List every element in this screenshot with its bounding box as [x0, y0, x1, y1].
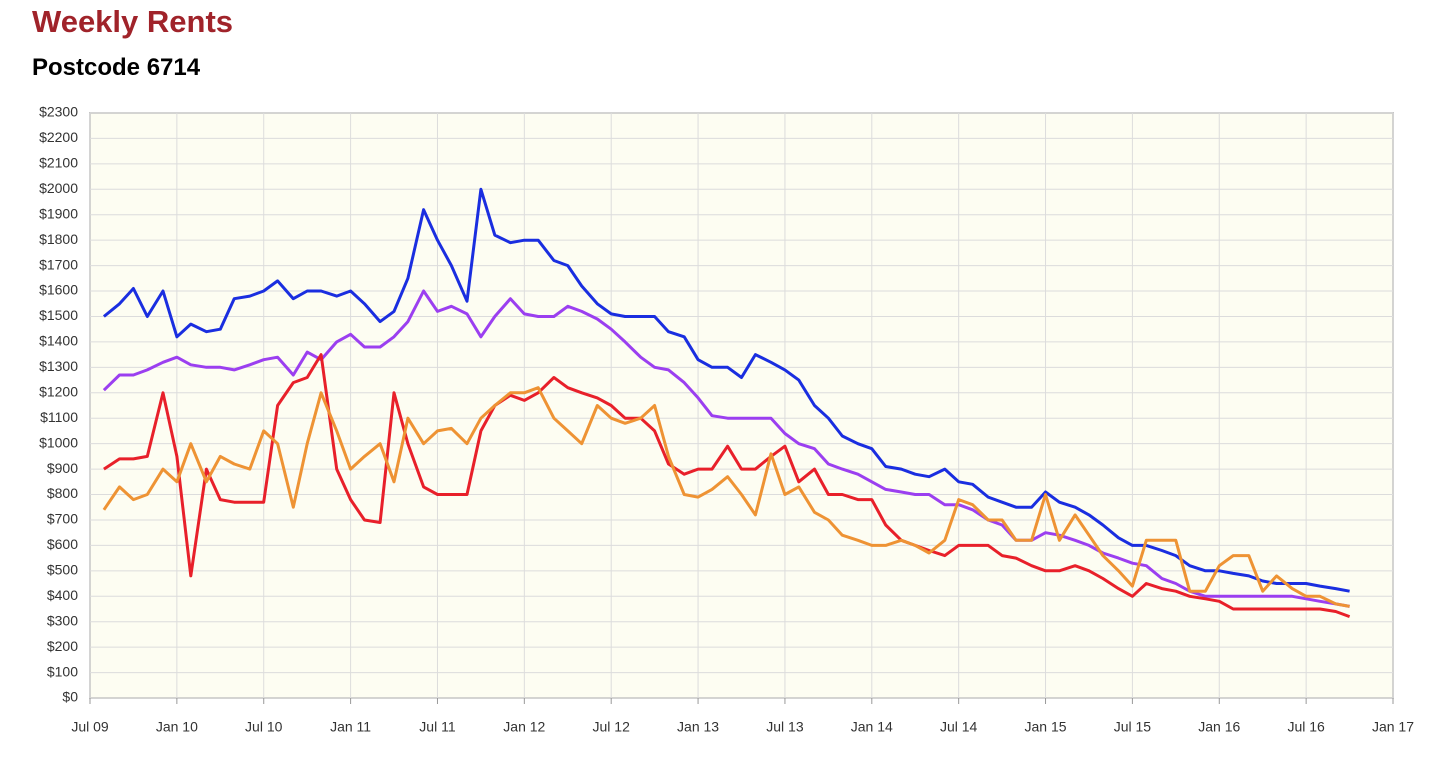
y-tick-label: $700 — [47, 511, 78, 527]
chart-title: Weekly Rents — [32, 4, 234, 39]
y-tick-label: $2000 — [39, 180, 78, 196]
x-tick-label: Jul 11 — [419, 719, 456, 735]
y-tick-label: $2200 — [39, 129, 78, 145]
x-tick-label: Jan 17 — [1372, 719, 1414, 735]
y-tick-label: $0 — [62, 689, 78, 705]
chart-subtitle: Postcode 6714 — [32, 54, 201, 81]
x-tick-label: Jan 11 — [330, 719, 371, 735]
y-tick-label: $600 — [47, 536, 78, 552]
y-tick-label: $300 — [47, 612, 78, 628]
plot-area — [89, 112, 1394, 699]
y-tick-label: $1400 — [39, 333, 78, 349]
y-tick-label: $1000 — [39, 434, 78, 450]
y-tick-label: $800 — [47, 485, 78, 501]
y-tick-label: $1900 — [39, 205, 78, 221]
series-line — [103, 353, 1351, 619]
x-tick-label: Jan 15 — [1025, 719, 1067, 735]
y-tick-label: $2100 — [39, 155, 78, 171]
series-line — [102, 386, 1350, 608]
x-tick-label: Jul 15 — [1114, 719, 1152, 735]
series-line — [102, 289, 1350, 608]
x-tick-label: Jul 10 — [245, 719, 283, 735]
x-tick-label: Jan 16 — [1198, 719, 1240, 735]
x-tick-label: Jul 13 — [766, 719, 804, 735]
y-tick-label: $400 — [47, 587, 78, 603]
y-tick-label: $1600 — [39, 282, 78, 298]
series-line — [102, 187, 1350, 593]
x-tick-label: Jul 14 — [940, 719, 978, 735]
x-tick-label: Jul 12 — [593, 719, 631, 735]
y-tick-label: $900 — [47, 460, 78, 476]
y-tick-label: $1700 — [39, 256, 78, 272]
x-tick-label: Jul 16 — [1287, 719, 1325, 735]
x-tick-label: Jan 12 — [503, 719, 545, 735]
y-tick-label: $1500 — [39, 307, 78, 323]
x-tick-label: Jan 14 — [851, 719, 893, 735]
x-tick-label: Jan 10 — [156, 719, 198, 735]
y-tick-label: $200 — [47, 638, 78, 654]
y-tick-label: $2300 — [39, 104, 78, 120]
y-tick-label: $1100 — [40, 409, 78, 425]
x-tick-label: Jul 09 — [71, 719, 109, 735]
y-tick-label: $1800 — [39, 231, 78, 247]
y-tick-label: $1200 — [39, 383, 78, 399]
y-tick-label: $1300 — [39, 358, 78, 374]
y-tick-label: $100 — [47, 663, 78, 679]
x-tick-label: Jan 13 — [677, 719, 719, 735]
y-tick-label: $500 — [47, 562, 78, 578]
